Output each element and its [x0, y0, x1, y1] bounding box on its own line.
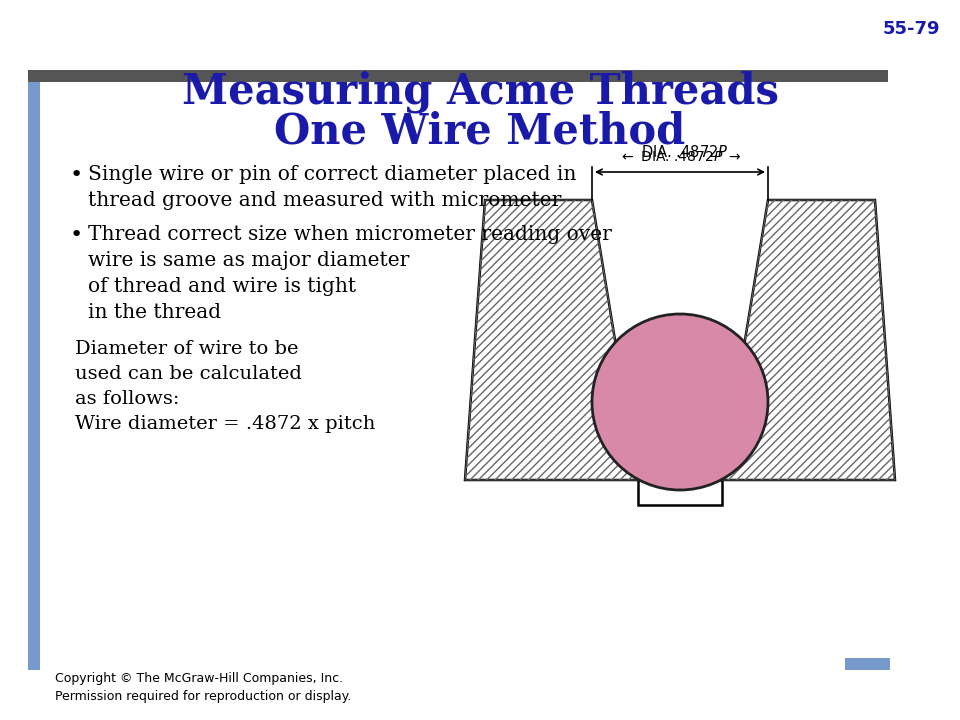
FancyBboxPatch shape [28, 70, 888, 82]
Polygon shape [465, 200, 638, 480]
Polygon shape [638, 480, 722, 505]
Text: $\leftarrow$ DIA. .4872$\it{P}$ $\rightarrow$: $\leftarrow$ DIA. .4872$\it{P}$ $\righta… [618, 150, 741, 164]
Text: Copyright © The McGraw-Hill Companies, Inc.
Permission required for reproduction: Copyright © The McGraw-Hill Companies, I… [55, 672, 351, 703]
FancyBboxPatch shape [40, 83, 895, 658]
Text: Diameter of wire to be: Diameter of wire to be [75, 340, 299, 358]
Ellipse shape [592, 314, 768, 490]
Polygon shape [722, 200, 895, 480]
FancyBboxPatch shape [845, 540, 890, 670]
Text: •: • [70, 225, 84, 245]
Text: used can be calculated: used can be calculated [75, 365, 301, 383]
Text: •: • [70, 165, 84, 185]
Text: as follows:: as follows: [75, 390, 180, 408]
FancyBboxPatch shape [845, 658, 890, 670]
Text: Wire diameter = .4872 x pitch: Wire diameter = .4872 x pitch [75, 415, 375, 433]
Text: One Wire Method: One Wire Method [275, 110, 685, 152]
Text: wire is same as major diameter: wire is same as major diameter [88, 251, 409, 270]
Text: Single wire or pin of correct diameter placed in: Single wire or pin of correct diameter p… [88, 165, 576, 184]
Text: 55-79: 55-79 [882, 20, 940, 38]
Text: in the thread: in the thread [88, 303, 221, 322]
Text: Thread correct size when micrometer reading over: Thread correct size when micrometer read… [88, 225, 612, 244]
Text: Measuring Acme Threads: Measuring Acme Threads [181, 70, 779, 112]
Text: thread groove and measured with micrometer: thread groove and measured with micromet… [88, 191, 562, 210]
Text: of thread and wire is tight: of thread and wire is tight [88, 277, 356, 296]
Text: DIA. .4872$\it{P}$: DIA. .4872$\it{P}$ [641, 144, 729, 160]
FancyBboxPatch shape [28, 70, 40, 670]
